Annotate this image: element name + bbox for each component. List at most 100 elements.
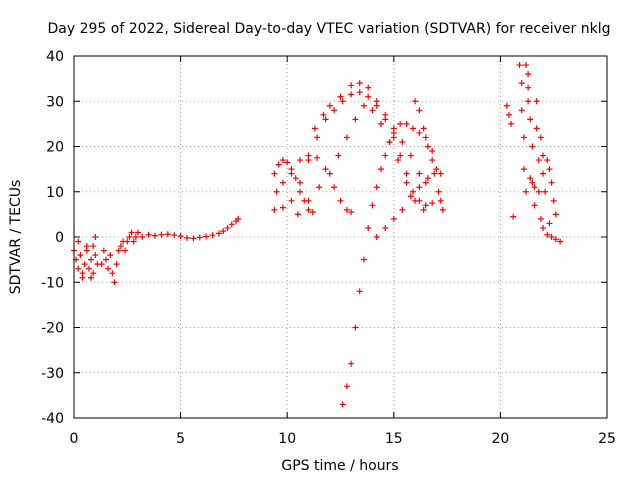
x-tick-label: 10 (278, 431, 296, 447)
data-point (431, 170, 438, 177)
data-point (220, 228, 227, 235)
ticks: 0 5 10 15 20 25 -40 -30 -20 -10 0 10 20 30 40 (41, 49, 616, 447)
y-tick-label: 40 (46, 49, 64, 65)
data-point (273, 188, 280, 195)
data-point (403, 179, 410, 186)
data-point (75, 265, 82, 272)
x-tick-label: 25 (598, 431, 616, 447)
data-point (314, 134, 321, 141)
data-point (305, 157, 312, 164)
data-point (343, 206, 350, 213)
data-point (527, 175, 534, 182)
y-tick-label: 20 (46, 140, 64, 156)
data-point (271, 170, 278, 177)
data-point (348, 91, 355, 98)
data-point (164, 231, 171, 238)
y-axis-label: SDTVAR / TECUs (8, 180, 24, 295)
data-point (85, 265, 92, 272)
data-point (433, 166, 440, 173)
data-point (292, 175, 299, 182)
data-point (88, 256, 95, 263)
series-late-rise (373, 98, 446, 240)
data-point (79, 274, 86, 281)
data-point (503, 102, 510, 109)
data-point (190, 235, 197, 242)
data-point (529, 143, 536, 150)
series-arc-d (294, 102, 427, 218)
data-point (416, 107, 423, 114)
data-point (550, 197, 557, 204)
data-point (348, 209, 355, 216)
data-point (100, 247, 107, 254)
data-point (397, 152, 404, 159)
data-point (320, 111, 327, 118)
data-point (296, 179, 303, 186)
data-point (437, 170, 444, 177)
data-point (309, 209, 316, 216)
data-point (365, 93, 372, 100)
data-point (382, 224, 389, 231)
data-point (416, 170, 423, 177)
data-point (390, 215, 397, 222)
data-point (529, 179, 536, 186)
data-point (314, 154, 321, 161)
data-point (416, 129, 423, 136)
data-point (382, 111, 389, 118)
data-point (326, 102, 333, 109)
data-point (552, 236, 559, 243)
data-point (531, 184, 538, 191)
data-point (369, 202, 376, 209)
y-tick-label: -20 (41, 321, 64, 337)
data-point (128, 229, 135, 236)
data-point (399, 206, 406, 213)
data-point (335, 152, 342, 159)
data-point (288, 197, 295, 204)
data-point (92, 252, 99, 259)
data-point (412, 197, 419, 204)
data-point (409, 125, 416, 132)
data-point (533, 125, 540, 132)
data-point (522, 188, 529, 195)
data-point (407, 152, 414, 159)
data-point (516, 62, 523, 69)
data-point (337, 93, 344, 100)
data-point (305, 197, 312, 204)
data-point (90, 243, 97, 250)
data-point (437, 197, 444, 204)
data-point (546, 220, 553, 227)
data-point (322, 116, 329, 123)
data-point (90, 270, 97, 277)
y-tick-label: 10 (46, 185, 64, 201)
data-point (435, 188, 442, 195)
data-point (196, 234, 203, 241)
data-point (107, 252, 114, 259)
data-point (130, 238, 137, 245)
data-point (420, 206, 427, 213)
data-point (352, 116, 359, 123)
data-point (81, 261, 88, 268)
data-point (533, 98, 540, 105)
data-point (522, 62, 529, 69)
data-point (520, 134, 527, 141)
data-point (279, 179, 286, 186)
data-point (422, 134, 429, 141)
data-point (343, 383, 350, 390)
x-tick-label: 5 (176, 431, 185, 447)
data-point (124, 238, 131, 245)
data-point (235, 215, 242, 222)
data-point (429, 157, 436, 164)
plot-frame (73, 55, 608, 419)
data-point (275, 161, 282, 168)
data-point (109, 270, 116, 277)
data-point (373, 234, 380, 240)
y-tick-label: 30 (46, 94, 64, 110)
data-point (152, 232, 159, 239)
data-point (544, 231, 551, 238)
data-point (316, 184, 323, 191)
data-point (339, 98, 346, 105)
series-plunge (339, 120, 444, 408)
data-point (508, 120, 515, 127)
x-tick-label: 15 (385, 431, 403, 447)
data-point (352, 324, 359, 331)
